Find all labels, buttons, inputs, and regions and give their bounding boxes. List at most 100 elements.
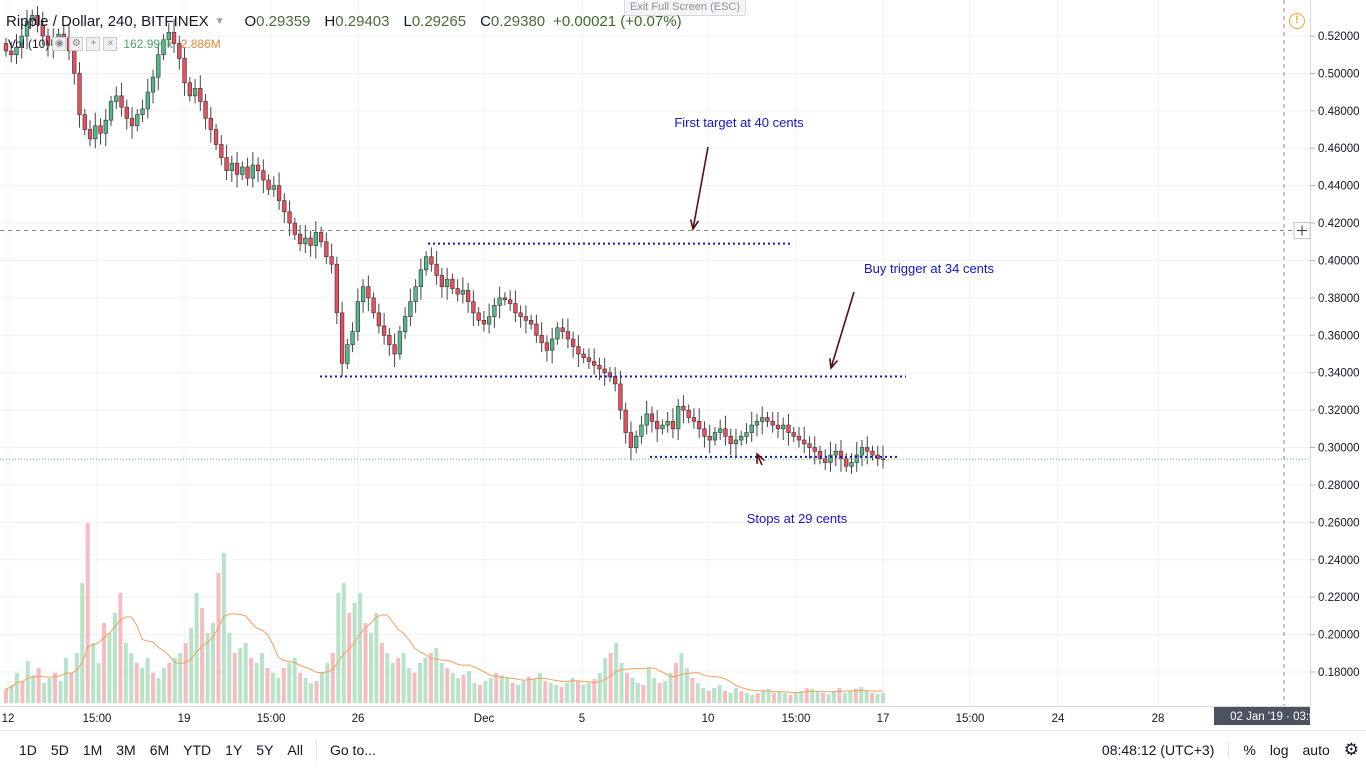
range-button-5y[interactable]: 5Y (256, 741, 274, 758)
log-toggle[interactable]: log (1269, 742, 1289, 758)
candle (618, 370, 623, 420)
y-tick-label: 0.20000 (1318, 630, 1360, 642)
volume-bar (368, 633, 373, 703)
y-tick-label: 0.32000 (1318, 405, 1360, 417)
candle (859, 440, 865, 467)
volume-bar (221, 553, 226, 703)
symbol-title[interactable]: Ripple / Dollar, 240, BITFINEX (6, 13, 209, 30)
candle (303, 224, 308, 253)
add-icon[interactable]: + (86, 37, 101, 51)
volume-label[interactable]: Vol (10) (8, 37, 50, 51)
y-tick-label: 0.28000 (1318, 480, 1360, 492)
candle (660, 419, 665, 435)
x-tick-label: 10 (702, 713, 715, 725)
candle (266, 174, 271, 195)
eye-icon[interactable]: ◉ (52, 37, 67, 51)
price-axis-bg[interactable] (1310, 0, 1366, 730)
candle (156, 43, 161, 91)
volume-bar (232, 653, 237, 703)
candle (171, 19, 177, 53)
volume-bar (695, 683, 700, 703)
y-tick-label: 0.24000 (1318, 555, 1360, 567)
volume-bar (91, 643, 96, 703)
volume-bar (20, 681, 25, 703)
volume-bar (499, 675, 504, 703)
candle (19, 28, 24, 59)
volume-bar (592, 679, 597, 703)
volume-bar (494, 673, 499, 703)
y-tick-label: 0.40000 (1318, 255, 1360, 267)
candle (555, 322, 560, 345)
volume-bar (467, 671, 472, 703)
range-button-1m[interactable]: 1M (82, 741, 103, 758)
volume-bar (434, 648, 439, 703)
candle (497, 286, 502, 319)
range-button-6m[interactable]: 6M (149, 741, 170, 758)
volume-bar (804, 688, 809, 703)
volume-ma-line (5, 613, 884, 694)
range-button-1y[interactable]: 1Y (225, 741, 243, 758)
candle (681, 395, 686, 424)
range-button-ytd[interactable]: YTD (183, 741, 212, 758)
chevron-down-icon[interactable]: ▼ (214, 16, 225, 27)
candle (339, 301, 345, 377)
candle (234, 151, 240, 188)
gear-icon[interactable]: ⚙ (1343, 740, 1359, 759)
auto-toggle[interactable]: auto (1302, 742, 1330, 758)
candle (229, 155, 234, 182)
volume-bar (842, 693, 847, 703)
volume-bar (309, 683, 314, 703)
volume-bar (298, 673, 303, 703)
candle (114, 86, 119, 109)
candle (786, 413, 791, 446)
range-button-all[interactable]: All (287, 741, 303, 758)
exit-fullscreen-hint[interactable]: Exit Full Screen (ESC) (624, 0, 747, 16)
candle (376, 303, 381, 334)
candle (87, 120, 93, 147)
range-button-1d[interactable]: 1D (19, 741, 37, 758)
volume-bar (537, 673, 542, 703)
candle (30, 9, 35, 27)
volume-bar (565, 683, 570, 703)
percent-toggle[interactable]: % (1243, 742, 1256, 758)
candle (697, 408, 702, 439)
volume-bar (390, 663, 395, 703)
volume-bar (31, 675, 36, 703)
settings-icon[interactable]: ⚙ (69, 37, 84, 51)
volume-bar (167, 663, 172, 703)
candle (665, 411, 670, 433)
volume-legend: Vol (10) ◉ ⚙ + × 162.990k 2.886M (8, 37, 221, 51)
range-button-3m[interactable]: 3M (116, 741, 136, 758)
volume-bar (532, 679, 537, 703)
candle (749, 411, 754, 442)
volume-bar (548, 683, 553, 703)
clock-readout[interactable]: 08:48:12 (UTC+3) (1088, 742, 1230, 758)
goto-button[interactable]: Go to... (329, 741, 376, 758)
candle (334, 256, 339, 325)
volume-bar (461, 675, 466, 703)
candle (833, 443, 838, 467)
candle (198, 75, 203, 111)
candle (465, 282, 471, 313)
volume-bar (641, 685, 646, 703)
x-tick-label: 15:00 (83, 713, 112, 725)
price-chart[interactable]: 0.4159902 Jan '19 · 03:000.2938002:11:48… (0, 0, 1366, 730)
candle (282, 193, 287, 224)
volume-value: 162.990k (123, 37, 173, 51)
range-button-5d[interactable]: 5D (50, 741, 69, 758)
close-icon[interactable]: × (103, 37, 118, 51)
volume-bar (526, 677, 531, 703)
volume-bar (635, 683, 640, 703)
candle (208, 107, 213, 143)
volume-bar (379, 643, 384, 703)
price-change: +0.00021 (+0.07%) (553, 13, 682, 30)
candle (297, 224, 303, 252)
candle (865, 436, 870, 465)
candle (177, 36, 182, 70)
volume-bar (559, 687, 564, 703)
volume-bar (151, 673, 156, 703)
crosshair-plus-icon[interactable] (1293, 222, 1311, 240)
volume-bar (777, 691, 782, 703)
warning-icon[interactable]: ! (1289, 13, 1305, 29)
candle (702, 421, 707, 448)
